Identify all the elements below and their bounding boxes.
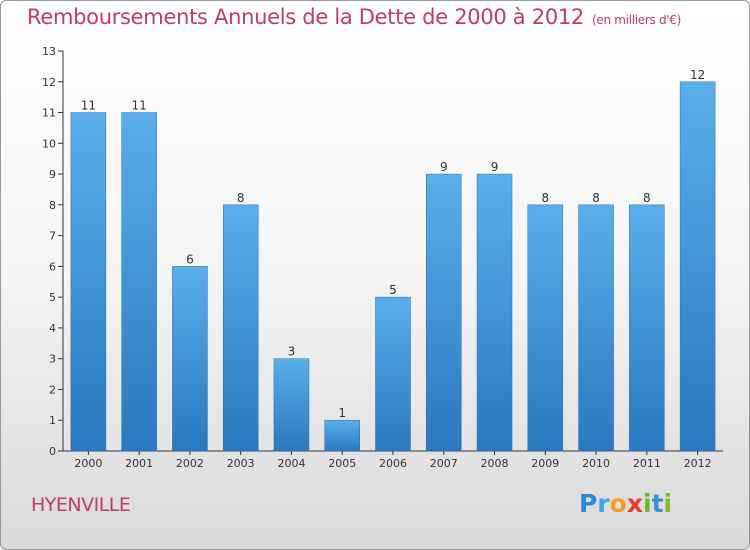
bar-value-label: 11 <box>81 99 96 113</box>
y-tick-label: 9 <box>49 168 56 181</box>
y-tick-label: 1 <box>49 414 56 427</box>
logo-letter: P <box>579 489 598 518</box>
x-tick-label: 2009 <box>531 457 559 470</box>
bar-value-label: 11 <box>132 99 147 113</box>
bar-value-label: 8 <box>592 191 600 205</box>
x-tick-label: 2001 <box>125 457 153 470</box>
commune-name: HYENVILLE <box>31 494 131 516</box>
bar-value-label: 3 <box>288 345 296 359</box>
chart-title: Remboursements Annuels de la Dette de 20… <box>27 5 681 29</box>
y-tick-label: 0 <box>49 445 56 458</box>
y-tick-label: 5 <box>49 291 56 304</box>
bar <box>527 204 564 452</box>
bar-value-label: 8 <box>237 191 245 205</box>
y-tick-label: 13 <box>42 45 56 58</box>
y-tick-label: 10 <box>42 137 56 150</box>
bar <box>476 173 513 452</box>
chart-unit: (en milliers d'€) <box>592 13 682 27</box>
x-tick-label: 2010 <box>582 457 610 470</box>
bar <box>222 204 259 452</box>
bar <box>426 173 462 452</box>
bar <box>578 204 614 452</box>
logo-letter: x <box>626 489 643 518</box>
bar-value-label: 9 <box>491 160 499 174</box>
logo-letter: o <box>609 489 627 518</box>
y-tick-label: 7 <box>49 230 56 243</box>
bar <box>679 81 716 452</box>
bar <box>172 266 208 452</box>
y-tick-label: 12 <box>42 76 56 89</box>
y-tick-label: 11 <box>42 107 56 120</box>
y-tick-label: 8 <box>49 199 56 212</box>
x-tick-label: 2005 <box>328 457 356 470</box>
y-tick-label: 6 <box>49 260 56 273</box>
bar <box>629 204 665 452</box>
x-tick-label: 2002 <box>176 457 204 470</box>
x-tick-label: 2007 <box>430 457 458 470</box>
bar-value-label: 8 <box>643 191 651 205</box>
y-tick-label: 2 <box>49 383 56 396</box>
y-tick-label: 4 <box>49 322 56 335</box>
bar <box>375 296 411 452</box>
bar-value-label: 1 <box>338 406 346 420</box>
logo-letter: r <box>597 489 610 518</box>
bar-value-label: 12 <box>690 68 705 82</box>
x-tick-label: 2006 <box>379 457 407 470</box>
x-tick-label: 2012 <box>684 457 712 470</box>
chart-title-text: Remboursements Annuels de la Dette de 20… <box>27 5 584 29</box>
bar-value-label: 6 <box>186 252 194 266</box>
y-tick-label: 3 <box>49 353 56 366</box>
logo-letter: i <box>643 489 652 518</box>
bar <box>70 112 107 452</box>
x-tick-label: 2008 <box>481 457 509 470</box>
x-tick-label: 2011 <box>633 457 661 470</box>
bar <box>121 112 157 452</box>
proxiti-logo: Proxiti <box>579 489 672 518</box>
bar-value-label: 9 <box>440 160 448 174</box>
logo-letter: i <box>663 489 673 518</box>
logo-letter: t <box>651 489 664 518</box>
bar <box>324 419 360 452</box>
x-tick-label: 2004 <box>277 457 305 470</box>
bar-value-label: 5 <box>389 283 397 297</box>
x-tick-label: 2000 <box>74 457 102 470</box>
bar <box>273 358 310 452</box>
bar-value-label: 8 <box>541 191 549 205</box>
x-tick-label: 2003 <box>227 457 255 470</box>
